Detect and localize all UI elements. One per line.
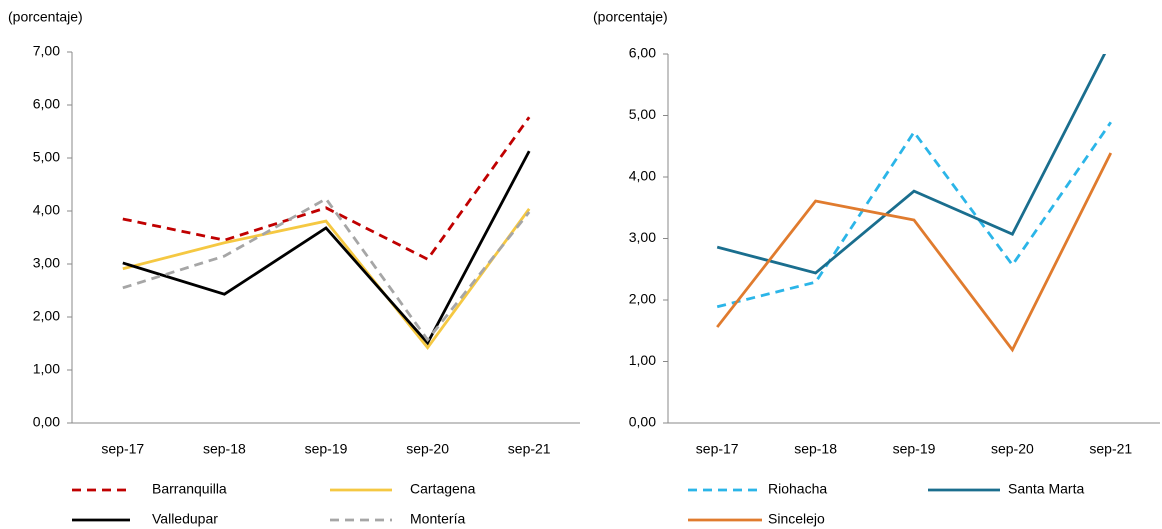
- legend-label: Montería: [410, 511, 465, 527]
- y-tick-label: 5,00: [629, 106, 656, 122]
- legend-label: Santa Marta: [1008, 481, 1084, 497]
- x-tick-label: sep-18: [794, 441, 837, 457]
- y-tick-label: 6,00: [629, 45, 656, 61]
- series-line: [716, 54, 1107, 275]
- y-tick-label: 2,00: [629, 291, 656, 307]
- y-tick-label: 5,00: [33, 149, 60, 165]
- y-tick-label: 2,00: [33, 308, 60, 324]
- y-tick-label: 3,00: [33, 255, 60, 271]
- x-tick-label: sep-21: [1089, 441, 1132, 457]
- series-line: [716, 121, 1112, 309]
- series-line: [122, 208, 531, 351]
- y-tick-label: 0,00: [33, 414, 60, 430]
- y-tick-label: 1,00: [33, 361, 60, 377]
- x-tick-label: sep-17: [696, 441, 739, 457]
- x-tick-label: sep-19: [893, 441, 936, 457]
- y-tick-label: 3,00: [629, 229, 656, 245]
- y-tick-label: 7,00: [33, 43, 60, 59]
- y-tick-label: 1,00: [629, 352, 656, 368]
- x-tick-label: sep-20: [991, 441, 1034, 457]
- legend-label: Barranquilla: [152, 481, 227, 497]
- y-tick-label: 6,00: [33, 96, 60, 112]
- x-tick-label: sep-18: [203, 441, 246, 457]
- x-tick-label: sep-17: [101, 441, 144, 457]
- legend-label: Valledupar: [152, 511, 218, 527]
- legend-label: Riohacha: [768, 481, 827, 497]
- series-line: [122, 196, 531, 343]
- y-tick-label: 4,00: [629, 168, 656, 184]
- series-line: [122, 150, 531, 346]
- series-line: [716, 152, 1113, 353]
- y-tick-label: 4,00: [33, 202, 60, 218]
- y-axis-label: (porcentaje): [8, 9, 83, 25]
- legend-label: Sincelejo: [768, 511, 825, 527]
- y-axis-label: (porcentaje): [593, 9, 668, 25]
- x-tick-label: sep-20: [406, 441, 449, 457]
- series-line: [122, 116, 531, 262]
- y-tick-label: 0,00: [629, 414, 656, 430]
- legend-label: Cartagena: [410, 481, 476, 497]
- x-tick-label: sep-21: [508, 441, 551, 457]
- x-tick-label: sep-19: [305, 441, 348, 457]
